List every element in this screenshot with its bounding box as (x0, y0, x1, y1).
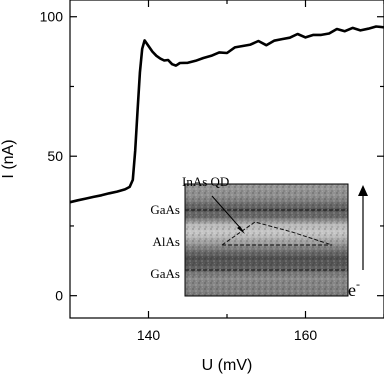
inset-stem-image: GaAs AlAs GaAs InAs QD e- (150, 174, 368, 300)
stem-image-noise (185, 184, 348, 296)
inset-label-alas: AlAs (153, 234, 180, 249)
y-axis-title: I (nA) (0, 139, 17, 178)
x-axis-ticks: 140 160 (137, 0, 384, 343)
inset-label-gaas-top: GaAs (150, 202, 180, 217)
electron-arrow-head (358, 185, 368, 196)
electron-label: e- (348, 277, 360, 300)
annotation-arrow (211, 195, 244, 232)
y-tick-label: 100 (40, 9, 64, 25)
inset-annotation-inas-qd: InAs QD (182, 174, 229, 189)
inset-label-gaas-bottom: GaAs (150, 266, 180, 281)
quantum-dot-outline (221, 221, 333, 246)
y-tick-label: 0 (55, 288, 63, 304)
electron-charge-superscript: - (356, 277, 360, 291)
x-axis-title: U (mV) (202, 357, 253, 374)
y-axis-ticks: 0 50 100 (40, 9, 384, 304)
data-series-line (69, 25, 384, 204)
y-tick-label: 50 (47, 148, 63, 164)
annotation-arrowhead (237, 226, 245, 234)
x-tick-label: 140 (137, 327, 161, 343)
x-tick-label: 160 (294, 327, 318, 343)
